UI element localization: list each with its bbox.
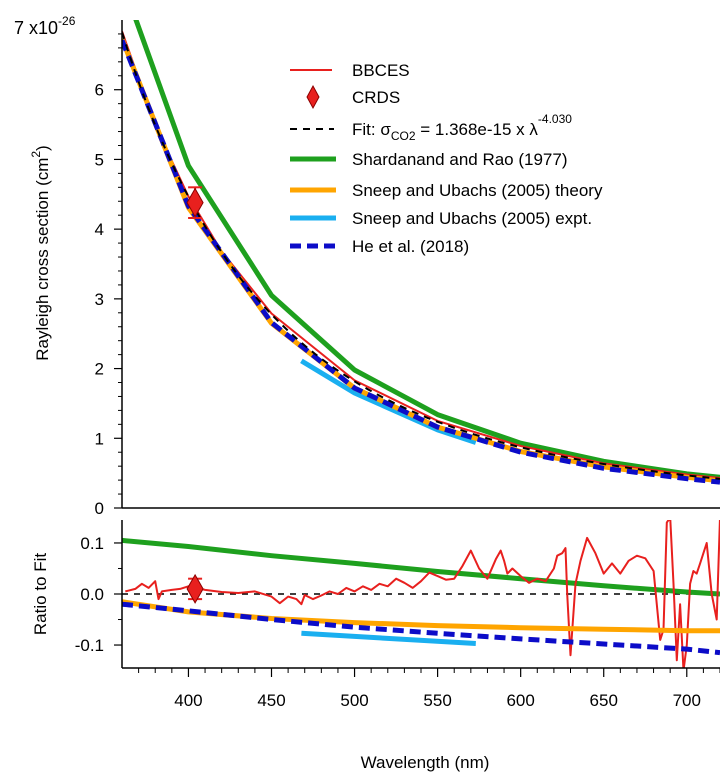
legend-item-fit: Fit: σCO2 = 1.368e-15 x λ-4.030 [290, 112, 572, 143]
main-y-tick-label: 1 [95, 429, 104, 448]
legend-label-shardanand: Shardanand and Rao (1977) [352, 150, 568, 169]
main-series-shardanand-and-rao-1977 [133, 20, 720, 480]
ratio-series-bbces [125, 520, 720, 668]
legend: BBCES CRDS Fit: σCO2 = 1.368e-15 x λ-4.0… [290, 61, 603, 256]
ratio-y-ticks: 0.1 0.0 -0.1 [75, 534, 122, 655]
ratio-series-shardanand-and-rao-1977 [122, 537, 720, 597]
legend-label-crds: CRDS [352, 88, 400, 107]
legend-item-sneep-theory: Sneep and Ubachs (2005) theory [290, 181, 603, 200]
main-series-sneep-and-ubachs-2005-theory [122, 37, 720, 484]
main-crds-marker [186, 187, 204, 218]
legend-item-crds: CRDS [306, 84, 400, 110]
legend-label-fit: Fit: σCO2 = 1.368e-15 x λ-4.030 [352, 112, 572, 143]
ratio-panel: 0.1 0.0 -0.1 400 450 500 550 600 650 700 Ratio t… [31, 520, 720, 772]
ratio-series-he-et-al-2018 [122, 601, 720, 656]
legend-item-sneep-expt: Sneep and Ubachs (2005) expt. [290, 209, 592, 228]
x-tick-label: 400 [174, 691, 202, 710]
ratio-series-sneep-and-ubachs-2005-expt [301, 630, 476, 646]
x-tick-label: 600 [506, 691, 534, 710]
ratio-crds-marker [186, 573, 204, 604]
main-y-tick-label: 6 [95, 81, 104, 100]
ratio-y-axis-label: Ratio to Fit [31, 553, 50, 635]
main-y-tick-label: 4 [95, 220, 104, 239]
main-plot-series [122, 20, 720, 485]
legend-label-sneep-expt: Sneep and Ubachs (2005) expt. [352, 209, 592, 228]
ratio-y-tick-label: -0.1 [75, 636, 104, 655]
legend-label-sneep-theory: Sneep and Ubachs (2005) theory [352, 181, 603, 200]
main-y-tick-label: 2 [95, 360, 104, 379]
x-axis-label: Wavelength (nm) [361, 753, 490, 772]
x-tick-label: 700 [673, 691, 701, 710]
main-y-tick-label: 0 [95, 499, 104, 518]
legend-item-bbces: BBCES [290, 61, 410, 80]
x-ticks: 400 450 500 550 600 650 700 [138, 668, 720, 710]
main-panel: 0 1 2 3 4 5 6 7 x10-26 Rayleigh cross section … [14, 14, 720, 518]
main-y-axis-label: Rayleigh cross section (cm2) [29, 145, 52, 360]
ratio-series-sneep-and-ubachs-2005-theory [122, 599, 720, 634]
legend-label-bbces: BBCES [352, 61, 410, 80]
main-series-sneep-and-ubachs-2005-expt [300, 358, 477, 445]
main-y-tick-label: 5 [95, 150, 104, 169]
main-series-he-et-al-2018 [122, 39, 720, 485]
x-tick-label: 500 [340, 691, 368, 710]
x-tick-label: 550 [423, 691, 451, 710]
ratio-plot-series [122, 520, 720, 668]
legend-swatch-crds [306, 84, 320, 110]
main-y-ticks: 0 1 2 3 4 5 6 [95, 33, 122, 518]
ratio-y-tick-label: 0.0 [80, 585, 104, 604]
x-tick-label: 450 [257, 691, 285, 710]
x-tick-label: 650 [590, 691, 618, 710]
main-y-tick-label: 3 [95, 290, 104, 309]
ratio-y-tick-label: 0.1 [80, 534, 104, 553]
legend-item-he: He et al. (2018) [290, 237, 469, 256]
legend-label-he: He et al. (2018) [352, 237, 469, 256]
legend-item-shardanand: Shardanand and Rao (1977) [290, 150, 568, 169]
y-scale-label: 7 x10-26 [14, 14, 76, 38]
